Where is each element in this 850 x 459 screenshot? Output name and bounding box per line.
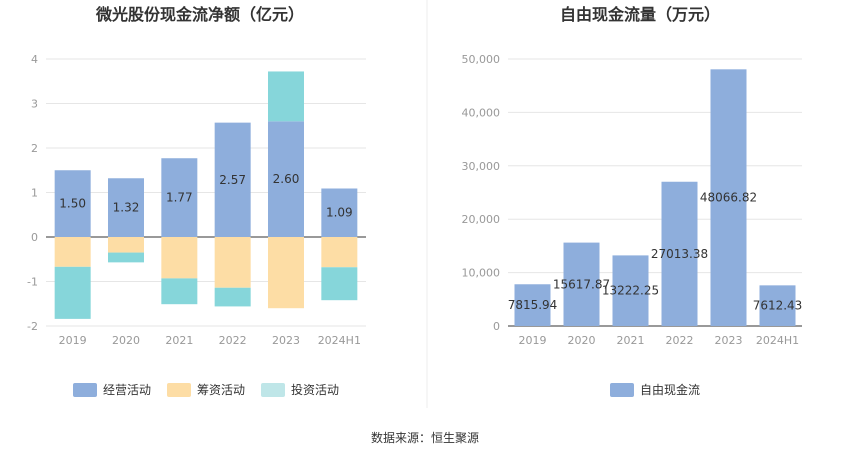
legend-swatch xyxy=(261,383,285,397)
bar-segment xyxy=(161,158,198,237)
y-tick-label: 4 xyxy=(31,53,38,66)
bar xyxy=(563,242,600,326)
right-grid xyxy=(508,58,802,327)
x-tick-label: 2024H1 xyxy=(318,334,361,347)
bar-segment xyxy=(268,71,304,122)
bar-segment xyxy=(321,267,358,301)
data-label: 7612.43 xyxy=(753,299,803,313)
bar-segment xyxy=(214,237,251,288)
right-legend: 自由现金流 xyxy=(610,382,700,397)
y-tick-label: 3 xyxy=(31,98,38,111)
legend-label: 投资活动 xyxy=(291,382,339,397)
bar xyxy=(612,255,649,326)
bar-segment xyxy=(214,122,251,237)
bar-segment xyxy=(54,266,91,319)
source-note: 数据来源：恒生聚源 xyxy=(371,430,479,445)
y-tick-label: 1 xyxy=(31,187,38,200)
x-tick-label: 2023 xyxy=(715,334,743,347)
legend-label: 经营活动 xyxy=(103,383,151,397)
x-tick-label: 2020 xyxy=(568,334,596,347)
bar-segment xyxy=(321,188,358,237)
y-tick-label: -2 xyxy=(27,320,38,333)
data-label: 1.50 xyxy=(59,197,86,211)
y-tick-label: 20,000 xyxy=(462,213,501,226)
right-y-ticks: 50,000 40,000 30,000 20,000 10,000 0 xyxy=(462,53,501,333)
y-tick-label: -1 xyxy=(27,276,38,289)
x-tick-label: 2022 xyxy=(219,334,247,347)
bar-segment xyxy=(161,237,198,279)
bar-segment xyxy=(54,237,91,267)
bar xyxy=(710,69,747,326)
bar xyxy=(661,181,698,326)
left-legend: 经营活动 筹资活动 投资活动 xyxy=(73,382,339,397)
y-tick-label: 0 xyxy=(31,231,38,244)
y-tick-label: 40,000 xyxy=(462,106,501,119)
data-label: 2.60 xyxy=(273,172,300,186)
bar-segment xyxy=(108,252,144,263)
bar-segment xyxy=(54,170,91,237)
bar-segment xyxy=(214,287,251,307)
y-tick-label: 30,000 xyxy=(462,160,501,173)
bar xyxy=(759,285,796,326)
x-tick-label: 2024H1 xyxy=(756,334,799,347)
right-x-ticks: 2019 2020 2021 2022 2023 2024H1 xyxy=(519,334,800,347)
y-tick-label: 0 xyxy=(493,320,500,333)
y-tick-label: 10,000 xyxy=(462,267,501,280)
x-tick-label: 2021 xyxy=(617,334,645,347)
y-tick-label: 50,000 xyxy=(462,53,501,66)
y-tick-label: 2 xyxy=(31,142,38,155)
data-label: 1.09 xyxy=(326,206,353,220)
data-label: 27013.38 xyxy=(651,247,708,261)
bar-segment xyxy=(161,278,198,305)
cash-flow-chart: 微光股份现金流净额（亿元） 1.50 1.32 1.77 2.57 2.60 1.09 4… xyxy=(27,5,366,397)
data-label: 15617.87 xyxy=(553,277,610,291)
bar xyxy=(514,284,551,326)
data-label: 48066.82 xyxy=(700,191,757,205)
bar-segment xyxy=(321,237,358,268)
right-chart-title: 自由现金流量（万元） xyxy=(560,5,720,24)
legend-swatch xyxy=(73,383,97,397)
bar-segment xyxy=(268,121,304,237)
x-tick-label: 2023 xyxy=(272,334,300,347)
x-tick-label: 2020 xyxy=(112,334,140,347)
bar-segment xyxy=(108,178,144,237)
left-grid xyxy=(46,58,366,327)
x-tick-label: 2019 xyxy=(59,334,87,347)
data-label: 13222.25 xyxy=(602,284,659,298)
left-y-ticks: 4 3 2 1 0 -1 -2 xyxy=(27,53,38,333)
left-data-labels: 1.50 1.32 1.77 2.57 2.60 1.09 xyxy=(59,172,352,220)
x-tick-label: 2019 xyxy=(519,334,547,347)
legend-swatch xyxy=(167,383,191,397)
x-tick-label: 2022 xyxy=(666,334,694,347)
left-bars xyxy=(54,71,358,319)
data-label: 1.32 xyxy=(113,201,140,215)
legend-swatch xyxy=(610,383,634,397)
legend-label: 自由现金流 xyxy=(640,382,700,397)
left-x-ticks: 2019 2020 2021 2022 2023 2024H1 xyxy=(59,334,361,347)
legend-label: 筹资活动 xyxy=(197,383,245,397)
bar-segment xyxy=(268,237,304,309)
bar-segment xyxy=(108,237,144,253)
x-tick-label: 2021 xyxy=(165,334,193,347)
data-label: 7815.94 xyxy=(508,298,558,312)
right-bars xyxy=(514,69,796,326)
data-label: 1.77 xyxy=(166,191,193,205)
left-chart-title: 微光股份现金流净额（亿元） xyxy=(95,5,304,24)
data-label: 2.57 xyxy=(219,173,246,187)
